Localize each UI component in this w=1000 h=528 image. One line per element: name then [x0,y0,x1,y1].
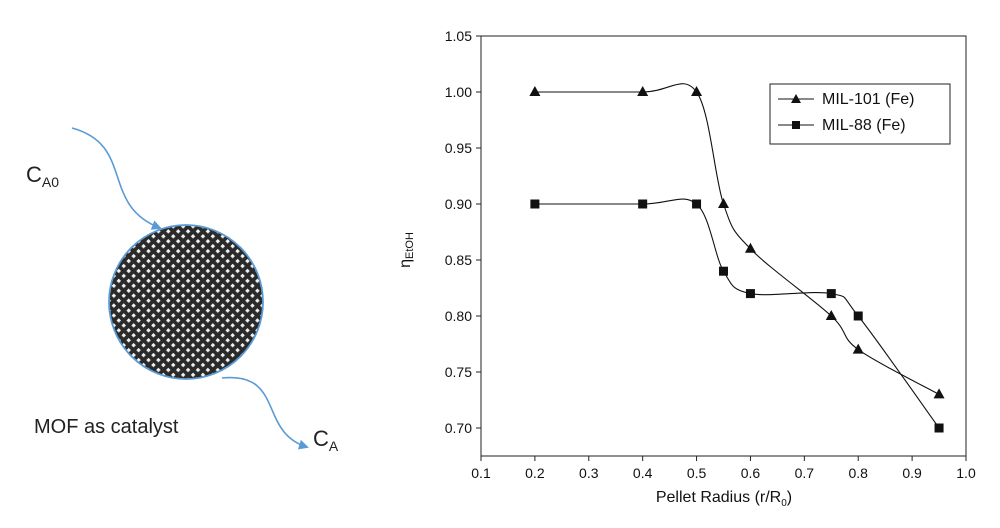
legend-marker-triangle [791,94,801,103]
x-tick-label: 0.1 [471,465,491,481]
y-tick-label: 1.05 [445,28,472,44]
catalyst-caption: MOF as catalyst [34,416,179,438]
y-axis: 0.70 0.75 0.80 0.85 0.90 0.95 1.00 1.05 [445,28,481,436]
legend-marker-square [792,121,800,129]
y-axis-title: ηEtOH [397,232,416,268]
catalyst-diagram: CA0 CA MOF as catalyst [26,127,339,454]
outlet-concentration-label: CA [313,426,339,454]
plot-frame [480,35,967,457]
x-tick-label: 0.8 [848,465,868,481]
data-point-triangle [825,310,837,320]
data-point-triangle [637,86,649,96]
x-tick-label: 0.2 [525,465,545,481]
data-point-triangle [529,86,541,96]
mof-pellet [108,224,264,380]
y-tick-label: 0.90 [445,196,472,212]
inlet-concentration-label: CA0 [26,162,59,190]
x-tick-label: 0.9 [902,465,922,481]
x-axis: 0.1 0.2 0.3 0.4 0.5 0.6 0.7 0.8 0.9 1.0 [471,456,976,481]
y-tick-label: 0.85 [445,252,472,268]
data-point-square [719,266,728,276]
legend-label-mil-101: MIL-101 (Fe) [822,91,914,108]
y-tick-label: 0.70 [445,420,472,436]
series-layer [529,83,945,433]
data-point-triangle [691,86,703,96]
x-tick-label: 0.6 [741,465,761,481]
data-point-square [934,423,944,433]
data-point-triangle [718,198,729,208]
x-tick-label: 0.7 [795,465,815,481]
data-point-square [745,289,755,299]
y-tick-label: 0.80 [445,308,472,324]
x-axis-title: Pellet Radius (r/R0) [656,489,792,509]
x-tick-label: 0.5 [687,465,707,481]
data-point-triangle [744,242,756,253]
y-tick-label: 1.00 [445,84,472,100]
y-tick-label: 0.75 [445,364,472,380]
data-point-square [638,199,648,209]
y-tick-label: 0.95 [445,140,472,156]
outlet-arrow [221,376,309,450]
inlet-arrow [71,127,162,230]
x-tick-label: 0.4 [633,465,653,481]
x-tick-label: 0.3 [579,465,599,481]
data-point-triangle [933,388,945,399]
data-point-square [853,311,863,321]
legend-box [769,83,951,145]
data-point-triangle [852,343,864,354]
legend-label-mil-88: MIL-88 (Fe) [822,117,906,134]
data-point-square [530,199,540,209]
data-point-square [692,199,702,209]
legend: MIL-101 (Fe) MIL-88 (Fe) [769,83,951,145]
x-tick-label: 1.0 [956,465,976,481]
effectiveness-chart: 0.700.750.800.850.900.951.001.05 0.1 0.2 0… [397,28,976,509]
data-point-square [826,289,836,299]
